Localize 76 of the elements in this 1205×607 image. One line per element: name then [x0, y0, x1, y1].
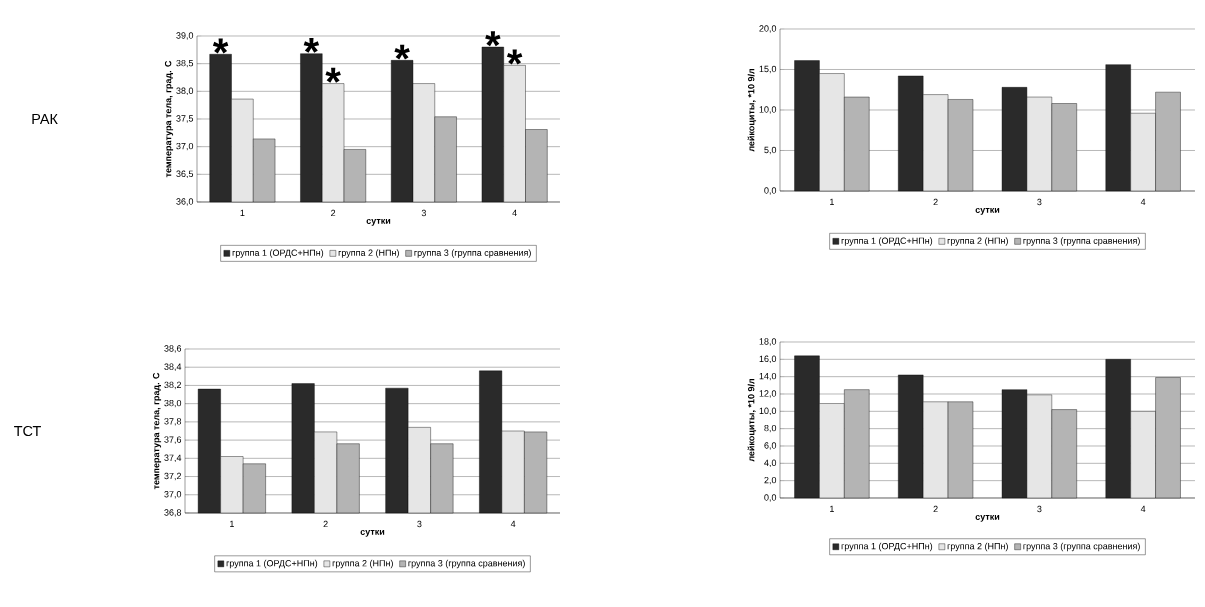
x-tick-label: 2: [323, 520, 328, 528]
y-tick-label: 10,0: [759, 407, 777, 416]
annotation: *: [485, 31, 501, 47]
x-tick-label: 4: [512, 209, 517, 216]
y-axis-title: температура тела, град. С: [164, 60, 174, 178]
y-tick-label: 12,0: [759, 390, 777, 398]
x-tick-label: 1: [830, 505, 834, 512]
y-tick-label: 16,0: [759, 355, 777, 364]
y-tick-label: 36,5: [176, 170, 194, 179]
y-tick-label: 8,0: [764, 424, 777, 433]
annotation: *: [212, 38, 229, 54]
x-tick-label: 1: [230, 520, 234, 527]
legend-label: группа 2 (НПн): [947, 542, 1008, 552]
y-tick-label: 37,4: [164, 454, 182, 463]
y-tick-label: 6,0: [764, 442, 777, 450]
y-tick-label: 18,0: [759, 338, 777, 346]
annotation: *: [394, 44, 410, 60]
y-tick-label: 14,0: [759, 372, 777, 381]
x-tick-label: 4: [1140, 505, 1146, 512]
y-tick-label: 37,8: [164, 418, 182, 426]
legend-label: группа 3 (группа сравнения): [408, 559, 525, 569]
x-tick-label: 3: [421, 209, 426, 217]
y-tick-label: 10,0: [759, 106, 777, 114]
x-tick-label: 1: [830, 198, 834, 205]
legend-label: группа 2 (НПн): [332, 559, 393, 569]
x-tick-label: 1: [240, 209, 245, 216]
legend-label: группа 2 (НПн): [947, 237, 1008, 246]
text: РАК: [32, 114, 58, 124]
x-tick-label: 3: [1037, 198, 1042, 206]
y-axis-title: лейкоциты, *10 9/л: [747, 68, 757, 152]
y-tick-label: 38,0: [176, 87, 194, 96]
x-tick-label: 3: [1037, 505, 1042, 513]
legend-label: группа 1 (ОРДС+НПн): [232, 249, 324, 258]
x-tick-label: 2: [933, 198, 938, 206]
y-tick-label: 38,4: [164, 363, 182, 371]
y-tick-label: 37,5: [176, 115, 194, 123]
y-axis-title: лейкоциты, *10 9/л: [747, 378, 757, 462]
legend-label: группа 1 (ОРДС+НПн): [226, 559, 318, 569]
x-axis-title: сутки: [366, 219, 391, 226]
y-tick-label: 37,0: [176, 142, 194, 151]
legend-label: группа 3 (группа сравнения): [1023, 542, 1140, 552]
x-axis-title: сутки: [360, 530, 385, 537]
y-tick-label: 4,0: [764, 459, 777, 468]
y-tick-label: 38,5: [176, 59, 194, 68]
x-tick-label: 4: [1140, 198, 1146, 205]
legend-label: группа 2 (НПн): [338, 249, 399, 258]
y-tick-label: 0,0: [764, 187, 777, 195]
annotation: *: [325, 67, 341, 83]
legend-label: группа 3 (группа сравнения): [414, 249, 531, 258]
legend-label: группа 1 (ОРДС+НПн): [841, 237, 933, 246]
y-tick-label: 0,0: [764, 494, 777, 502]
y-tick-label: 20,0: [759, 25, 777, 33]
y-tick-label: 5,0: [764, 146, 777, 155]
text: ТСТ: [14, 425, 41, 437]
x-tick-label: 2: [933, 505, 938, 513]
y-axis-title: температура тела, град. С: [152, 372, 162, 490]
annotation: *: [303, 37, 320, 53]
x-axis-title: сутки: [975, 515, 1000, 522]
x-tick-label: 2: [331, 209, 336, 217]
legend-label: группа 3 (группа сравнения): [1023, 237, 1140, 246]
y-tick-label: 38,2: [164, 381, 182, 390]
x-tick-label: 3: [417, 520, 422, 528]
x-axis-title: сутки: [975, 208, 1000, 215]
y-tick-label: 37,2: [164, 472, 182, 481]
y-tick-label: 36,0: [176, 198, 194, 206]
legend-label: группа 1 (ОРДС+НПн): [841, 542, 933, 552]
y-tick-label: 36,8: [164, 509, 182, 517]
y-tick-label: 38,0: [164, 399, 182, 408]
x-tick-label: 4: [510, 520, 516, 527]
y-tick-label: 15,0: [759, 65, 777, 74]
y-tick-label: 38,6: [164, 345, 182, 353]
y-tick-label: 37,6: [164, 436, 182, 444]
y-tick-label: 2,0: [764, 476, 777, 485]
y-tick-label: 37,0: [164, 491, 182, 499]
annotation: *: [506, 49, 523, 65]
y-tick-label: 39,0: [176, 32, 194, 40]
